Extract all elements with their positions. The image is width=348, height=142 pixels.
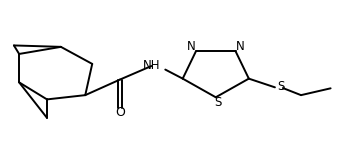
Text: NH: NH	[143, 59, 161, 72]
Text: O: O	[115, 106, 125, 119]
Text: S: S	[278, 80, 285, 93]
Text: N: N	[236, 40, 245, 53]
Text: S: S	[214, 96, 221, 109]
Text: N: N	[187, 40, 196, 53]
